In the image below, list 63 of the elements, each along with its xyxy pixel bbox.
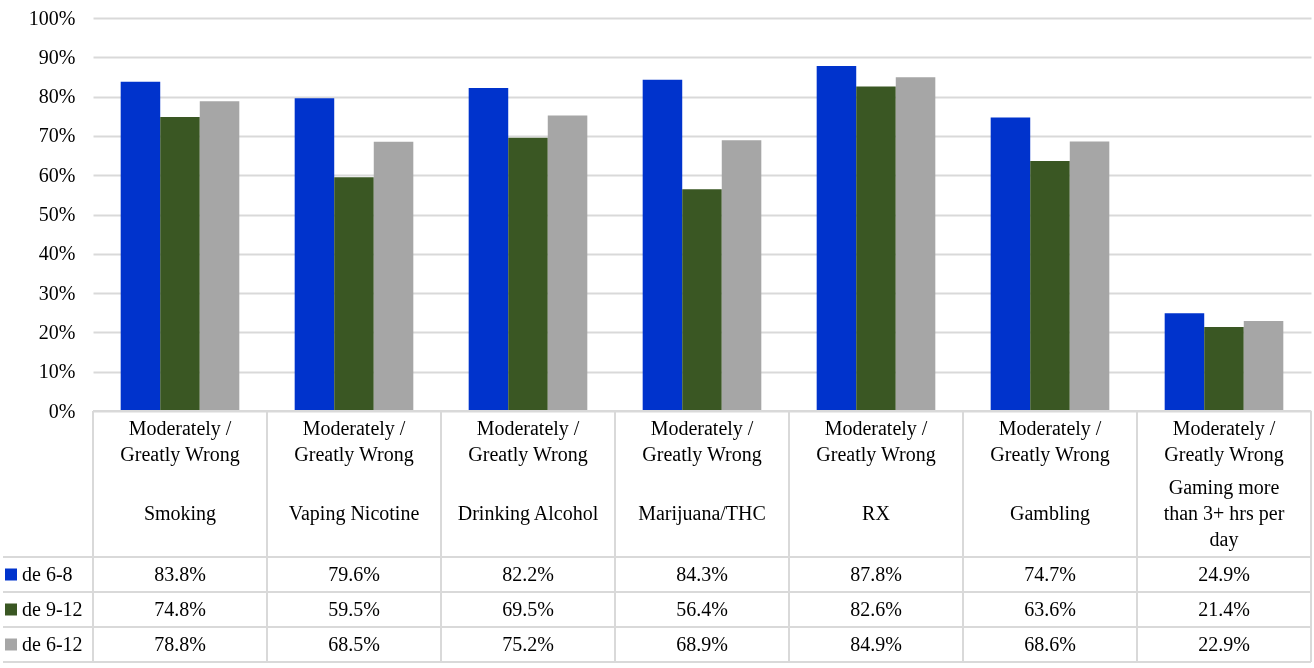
bar: [160, 117, 200, 411]
bar: [294, 98, 335, 411]
bar: [990, 117, 1031, 411]
data-label: 87.8%: [850, 562, 902, 585]
bar: [199, 101, 240, 411]
bar: [1164, 313, 1205, 411]
legend-label: de 6-12: [22, 632, 83, 655]
bar: [373, 141, 414, 411]
data-label: 56.4%: [676, 597, 728, 620]
data-label: 82.6%: [850, 597, 902, 620]
bar: [895, 77, 936, 411]
legend-label: de 9-12: [22, 597, 83, 620]
bar: [642, 79, 683, 411]
data-label: 78.8%: [154, 632, 206, 655]
data-label: 59.5%: [328, 597, 380, 620]
y-tick-label: 20%: [38, 320, 76, 343]
y-tick-label: 80%: [38, 85, 76, 108]
bar: [547, 115, 588, 411]
bar: [1204, 326, 1244, 411]
y-tick-label: 90%: [38, 45, 76, 68]
category-label: Moderately / Greatly Wrong RX: [816, 417, 936, 524]
data-label: 74.8%: [154, 597, 206, 620]
y-tick-label: 70%: [38, 124, 76, 147]
bar: [1069, 141, 1110, 411]
data-label: 69.5%: [502, 597, 554, 620]
category-label: Moderately / Greatly Wrong Gambling: [990, 417, 1110, 524]
category-label: Moderately / Greatly Wrong Smoking: [120, 417, 240, 524]
bar: [1243, 321, 1284, 411]
y-tick-label: 0%: [48, 399, 76, 422]
data-label: 74.7%: [1024, 562, 1076, 585]
y-tick-label: 60%: [38, 163, 76, 186]
data-label: 82.2%: [502, 562, 554, 585]
data-label: 68.5%: [328, 632, 380, 655]
data-label: 84.3%: [676, 562, 728, 585]
bar: [721, 140, 762, 411]
data-label: 68.6%: [1024, 632, 1076, 655]
category-label: Moderately / Greatly Wrong Gaming more than 3+ hrs per day: [1163, 417, 1285, 550]
data-label: 79.6%: [328, 562, 380, 585]
data-label: 63.6%: [1024, 597, 1076, 620]
data-label: 24.9%: [1198, 562, 1250, 585]
bar: [468, 87, 509, 411]
data-label: 84.9%: [850, 632, 902, 655]
category-label: Moderately / Greatly Wrong Vaping Nicotine: [288, 417, 420, 524]
bar: [120, 81, 161, 411]
bar: [508, 137, 548, 411]
data-label: 75.2%: [502, 632, 554, 655]
category-label: Moderately / Greatly Wrong Marijuana/THC: [638, 417, 766, 524]
bar: [816, 65, 857, 411]
data-label: 22.9%: [1198, 632, 1250, 655]
bar: [334, 177, 374, 411]
y-tick-label: 10%: [38, 360, 76, 383]
data-label: 83.8%: [154, 562, 206, 585]
data-label: 68.9%: [676, 632, 728, 655]
legend-label: de 6-8: [22, 562, 73, 585]
bar: [1030, 161, 1070, 411]
bar: [856, 86, 896, 411]
data-label: 21.4%: [1198, 597, 1250, 620]
y-tick-label: 40%: [38, 242, 76, 265]
y-tick-label: 50%: [38, 203, 76, 225]
category-label: Moderately / Greatly Wrong Drinking Alcohol: [457, 417, 599, 524]
y-tick-label: 100%: [28, 6, 76, 29]
bar: [682, 189, 722, 411]
y-tick-label: 30%: [38, 281, 76, 304]
